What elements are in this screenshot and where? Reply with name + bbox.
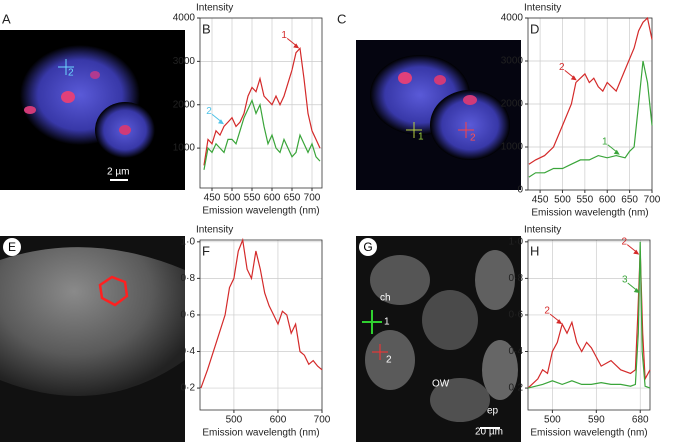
x-tick-label: 700 (304, 193, 321, 204)
annotation-label: 2 (206, 106, 212, 117)
plot-frame (527, 17, 653, 191)
series-line (527, 250, 651, 389)
x-tick-label: 550 (244, 193, 261, 204)
marker: 1 (384, 317, 390, 328)
x-tick-label: 700 (314, 415, 331, 426)
x-tick-label: 500 (226, 415, 243, 426)
series-line (527, 241, 651, 389)
y-tick-label: 1000 (501, 142, 524, 153)
plot-frame (199, 17, 323, 189)
marker: ep (487, 406, 499, 417)
plot-frame (199, 239, 323, 411)
x-tick-label: 500 (554, 195, 571, 206)
panel-label: H (530, 243, 539, 258)
x-tick-label: 600 (599, 195, 616, 206)
panel-label: G (363, 240, 372, 254)
x-axis-label: Emission wavelength (nm) (530, 428, 647, 439)
y-tick-label: 0·4 (181, 346, 196, 357)
panel-label: C (337, 11, 346, 26)
annotation-arrowhead (570, 75, 577, 81)
y-tick-label: 0·2 (181, 383, 196, 394)
annotation-arrowhead (633, 249, 640, 255)
y-tick-label: 0·6 (509, 310, 524, 321)
y-axis-label: Intensity (524, 3, 561, 14)
micrograph-a: 2 2 µm (0, 30, 185, 190)
annotation-label: 2 (621, 236, 627, 247)
marker: 2 (470, 133, 476, 144)
x-tick-label: 650 (621, 195, 638, 206)
marker: 2 (68, 68, 74, 79)
series-line (200, 237, 323, 389)
x-tick-label: 600 (270, 415, 287, 426)
y-tick-label: 2000 (173, 99, 196, 110)
marker: 1 (418, 132, 424, 143)
y-tick-label: 0·8 (181, 273, 196, 284)
series-line (203, 47, 321, 166)
y-axis-label: Intensity (524, 225, 561, 236)
annotation-label: 2 (559, 62, 565, 73)
panel-label: F (202, 243, 210, 258)
y-tick-label: 0·6 (181, 310, 196, 321)
series-line (528, 60, 653, 178)
micrograph-c: 1 2 (356, 40, 521, 190)
x-tick-label: 450 (204, 193, 221, 204)
x-tick-label: 590 (588, 415, 605, 426)
x-tick-label: 680 (632, 415, 649, 426)
annotation-arrowhead (633, 288, 640, 294)
y-tick-label: 3000 (501, 56, 524, 67)
annotation-label: 3 (622, 275, 628, 286)
panel-label: B (202, 21, 211, 36)
y-tick-label: 4000 (501, 13, 524, 24)
x-axis-label: Emission wavelength (nm) (202, 206, 319, 217)
y-tick-label: 1·0 (509, 236, 524, 247)
y-tick-label: 0 (517, 185, 523, 196)
y-tick-label: 1000 (173, 143, 196, 154)
y-tick-label: 3000 (173, 56, 196, 67)
micrograph-g: ch 1 2 OW ep 20 µm G (356, 236, 521, 442)
annotation-arrowhead (613, 149, 620, 155)
y-tick-label: 1·0 (181, 236, 196, 247)
annotation-arrowhead (218, 119, 224, 125)
scale-bar: 20 µm (475, 427, 503, 438)
scale-bar: 2 µm (107, 167, 129, 178)
x-tick-label: 650 (284, 193, 301, 204)
x-tick-label: 550 (577, 195, 594, 206)
x-tick-label: 450 (532, 195, 549, 206)
panel-label: E (8, 240, 16, 254)
x-axis-label: Emission wavelength (nm) (531, 208, 648, 219)
x-tick-label: 600 (264, 193, 281, 204)
y-tick-label: 0·4 (509, 346, 524, 357)
micrograph-e: E (0, 236, 185, 442)
x-tick-label: 700 (644, 195, 661, 206)
y-tick-label: 2000 (501, 99, 524, 110)
series-line (203, 98, 321, 170)
y-axis-label: Intensity (196, 3, 233, 14)
marker: 2 (386, 355, 392, 366)
annotation-label: 1 (281, 30, 287, 41)
annotation-arrowhead (556, 319, 563, 325)
series-line (528, 16, 653, 165)
y-tick-label: 4000 (173, 13, 196, 24)
annotation-label: 2 (544, 306, 550, 317)
y-axis-label: Intensity (196, 225, 233, 236)
x-axis-label: Emission wavelength (nm) (202, 428, 319, 439)
panel-label: A (2, 11, 11, 26)
x-tick-label: 500 (544, 415, 561, 426)
y-tick-label: 0·8 (509, 273, 524, 284)
annotation-arrowhead (293, 43, 300, 49)
annotation-label: 1 (602, 136, 608, 147)
y-tick-label: 0·2 (509, 383, 524, 394)
panel-label: D (530, 21, 539, 36)
x-tick-label: 500 (224, 193, 241, 204)
marker: OW (432, 379, 450, 390)
plot-frame (527, 239, 651, 411)
marker: ch (380, 293, 391, 304)
